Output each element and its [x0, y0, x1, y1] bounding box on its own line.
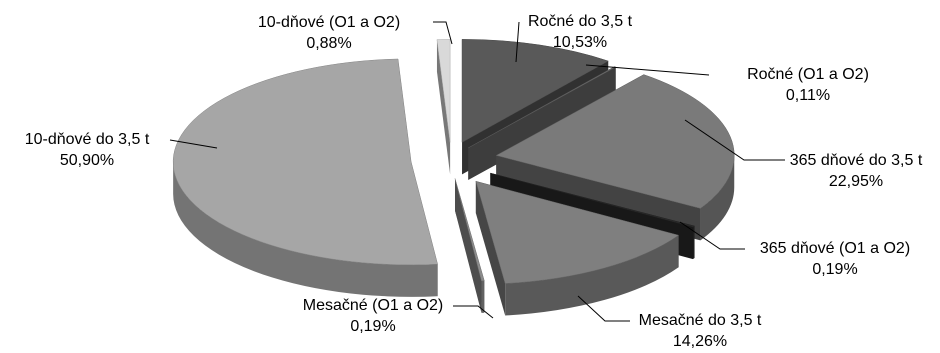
pie-labels: Ročné do 3,5 t 10,53% Ročné (O1 a O2) 0,11%… — [25, 13, 923, 350]
pie-slice-6 — [172, 58, 438, 266]
leader-line-1 — [585, 64, 710, 76]
slice-cut-face-4-1 — [475, 181, 506, 316]
leader-line-3 — [679, 221, 745, 250]
slice-label-4: Mesačné do 3,5 t — [639, 312, 762, 329]
slice-percent-7: 0,88% — [306, 35, 351, 52]
pie-slice-3 — [490, 172, 696, 228]
leader-line-6 — [169, 139, 218, 149]
leader-line-5 — [453, 305, 494, 319]
slice-percent-1: 0,11% — [786, 87, 830, 104]
slice-label-0: Ročné do 3,5 t — [528, 13, 633, 30]
leader-line-2 — [684, 119, 785, 161]
leader-line-4 — [577, 295, 630, 322]
slice-label-5: Mesačné (O1 a O2) — [303, 297, 444, 314]
pie-slice-5 — [454, 178, 485, 282]
slice-wall-2 — [700, 155, 735, 241]
slice-cut-face-5-1 — [454, 178, 482, 313]
slice-label-2: 365 dňové do 3,5 t — [790, 152, 923, 169]
leader-line-7 — [433, 21, 453, 45]
slice-cut-face-7-0 — [436, 39, 451, 175]
slice-wall-3 — [693, 226, 695, 260]
slice-percent-5: 0,19% — [350, 318, 395, 335]
slice-wall-5 — [481, 280, 485, 313]
slice-label-6: 10-dňové do 3,5 t — [25, 131, 150, 148]
slice-percent-4: 14,26% — [673, 333, 727, 350]
slice-wall-6 — [173, 161, 438, 297]
slice-label-1: Ročné (O1 a O2) — [747, 66, 869, 83]
slice-percent-0: 10,53% — [553, 34, 607, 51]
pie-slice-0 — [461, 39, 609, 143]
slice-wall-4 — [505, 235, 679, 316]
slice-label-3: 365 dňové (O1 a O2) — [760, 240, 910, 257]
slice-percent-3: 0,19% — [812, 261, 857, 278]
slice-percent-6: 50,90% — [60, 152, 114, 169]
pie-slice-4 — [475, 180, 680, 284]
slice-percent-2: 22,95% — [829, 173, 883, 190]
pie-slice-7 — [436, 39, 451, 143]
leader-line-0 — [515, 21, 520, 63]
slice-label-7: 10-dňové (O1 a O2) — [258, 14, 400, 31]
pie-slice-2 — [495, 74, 735, 209]
pie-tops — [172, 39, 735, 284]
